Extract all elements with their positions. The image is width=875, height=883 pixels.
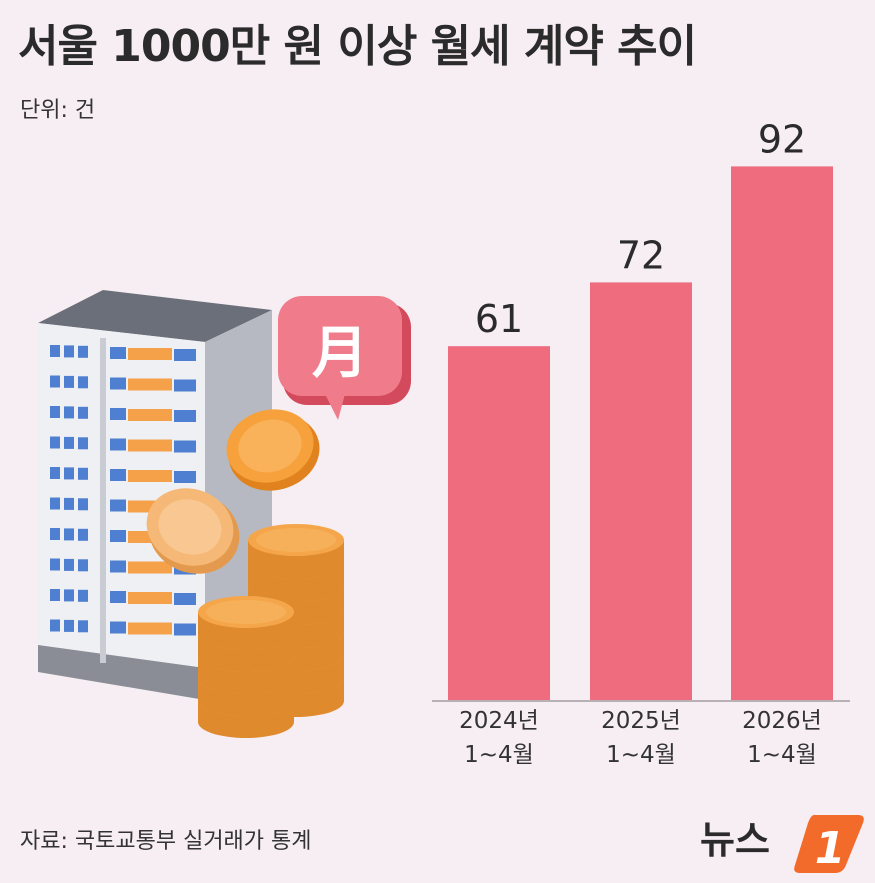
page-title: 서울 1000만 원 이상 월세 계약 추이 [18, 21, 697, 72]
coin-icon [226, 409, 320, 491]
x-tick-label-1-0: 2025년 [601, 708, 681, 734]
logo-text: 뉴스 [700, 818, 770, 862]
coin-icon [146, 488, 240, 574]
bar-0 [448, 346, 550, 700]
month-badge-icon: 月 [278, 296, 411, 420]
logo-mark-icon: 1 [794, 815, 864, 874]
bar-1 [590, 282, 692, 700]
data-label-2: 92 [758, 117, 806, 161]
month-badge-char: 月 [312, 321, 368, 386]
x-tick-label-1-1: 1~4월 [606, 742, 676, 768]
x-tick-label-0-1: 1~4월 [464, 742, 534, 768]
data-label-0: 61 [475, 297, 523, 341]
x-tick-label-2-0: 2026년 [742, 708, 822, 734]
x-tick-label-0-0: 2024년 [459, 708, 539, 734]
logo-mark: 1 [815, 823, 846, 874]
data-label-1: 72 [617, 233, 665, 277]
source-note: 자료: 국토교통부 실거래가 통계 [20, 829, 312, 854]
x-tick-label-2-1: 1~4월 [747, 742, 817, 768]
news1-logo: 뉴스 1 [700, 815, 864, 874]
bar-2 [731, 166, 833, 700]
unit-label: 단위: 건 [20, 98, 96, 123]
coin-stack-icon [198, 524, 344, 738]
